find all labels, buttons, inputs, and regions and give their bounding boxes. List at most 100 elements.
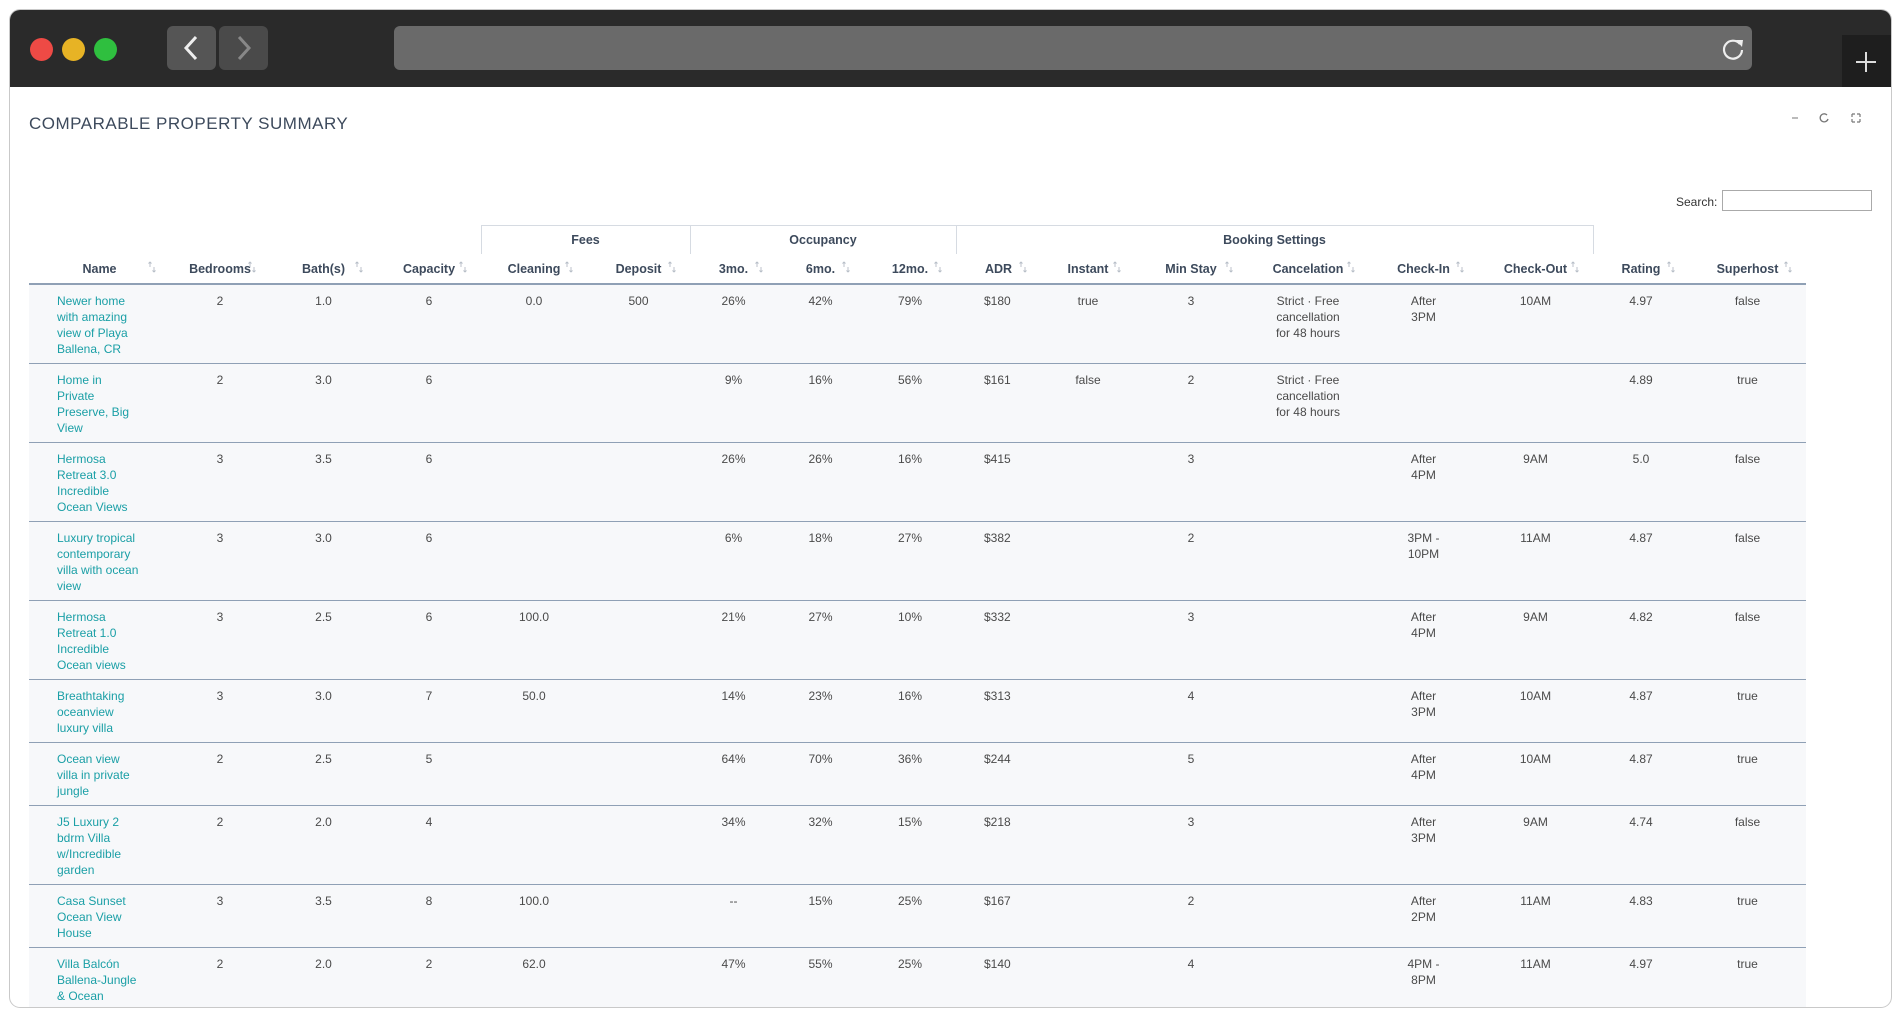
- table-cell: After 4PM: [1369, 442, 1478, 522]
- cell-text: true: [1737, 373, 1758, 387]
- property-link[interactable]: Villa Balcón Ballena-Jungle & Ocean View…: [57, 957, 137, 1007]
- table-cell: After 3PM: [1369, 679, 1478, 743]
- cell-text: After 3PM: [1410, 294, 1437, 324]
- column-header[interactable]: ADR: [956, 254, 1041, 285]
- sort-icon[interactable]: [934, 261, 942, 273]
- cell-text: 5.0: [1632, 452, 1650, 466]
- sort-icon[interactable]: [755, 261, 763, 273]
- cell-text: 3.0: [315, 531, 332, 545]
- table-cell: 23%: [777, 679, 864, 743]
- sort-icon[interactable]: [355, 261, 363, 273]
- cell-text: 4.89: [1629, 373, 1653, 387]
- table-cell: 62.0: [481, 947, 587, 1007]
- property-link[interactable]: Casa Sunset Ocean View House: [57, 894, 126, 940]
- address-bar[interactable]: [394, 26, 1752, 70]
- panel-controls: [1792, 113, 1861, 123]
- back-button[interactable]: [167, 26, 216, 70]
- table-cell: Breathtaking oceanview luxury villa: [29, 679, 170, 743]
- plus-icon: [1856, 52, 1876, 72]
- column-header[interactable]: 3mo.: [690, 254, 777, 285]
- column-header[interactable]: Cleaning: [481, 254, 587, 285]
- forward-button[interactable]: [219, 26, 268, 70]
- sort-icon[interactable]: [565, 261, 573, 273]
- column-header[interactable]: Bedrooms: [170, 254, 270, 285]
- table-cell: 5: [1135, 742, 1247, 806]
- table-cell: 4.97: [1593, 284, 1689, 364]
- property-link[interactable]: Hermosa Retreat 3.0 Incredible Ocean Vie…: [57, 452, 128, 514]
- sort-icon[interactable]: [842, 261, 850, 273]
- column-header[interactable]: Min Stay: [1135, 254, 1247, 285]
- table-cell: 15%: [864, 805, 956, 885]
- sort-icon[interactable]: [248, 261, 256, 273]
- table-cell: 3.5: [270, 884, 377, 948]
- column-header[interactable]: Rating: [1593, 254, 1689, 285]
- sort-icon[interactable]: [459, 261, 467, 273]
- table-cell: After 4PM: [1369, 742, 1478, 806]
- minimize-button[interactable]: [62, 38, 85, 61]
- column-header[interactable]: Instant: [1041, 254, 1135, 285]
- cell-text: $332: [984, 610, 1011, 624]
- cell-text: 2.5: [315, 752, 332, 766]
- sort-icon[interactable]: [1347, 261, 1355, 273]
- column-header[interactable]: Superhost: [1689, 254, 1806, 285]
- new-tab-button[interactable]: [1842, 35, 1891, 87]
- property-link[interactable]: Breathtaking oceanview luxury villa: [57, 689, 125, 735]
- sort-icon[interactable]: [1019, 261, 1027, 273]
- property-link[interactable]: Luxury tropical contemporary villa with …: [57, 531, 139, 593]
- table-cell: 2: [170, 947, 270, 1007]
- property-link[interactable]: Ocean view villa in private jungle: [57, 752, 130, 798]
- property-link[interactable]: J5 Luxury 2 bdrm Villa w/Incredible gard…: [57, 815, 122, 877]
- property-link[interactable]: Hermosa Retreat 1.0 Incredible Ocean vie…: [57, 610, 126, 672]
- column-header[interactable]: Check-In: [1369, 254, 1478, 285]
- sort-icon[interactable]: [1571, 261, 1579, 273]
- column-header[interactable]: 6mo.: [777, 254, 864, 285]
- cell-text: 2: [1187, 373, 1195, 387]
- property-link[interactable]: Home in Private Preserve, Big View: [57, 373, 130, 435]
- refresh-icon[interactable]: [1819, 113, 1829, 123]
- cell-text: 4: [1187, 689, 1195, 703]
- sort-icon[interactable]: [668, 261, 676, 273]
- sort-icon[interactable]: [1667, 261, 1675, 273]
- sort-icon[interactable]: [1784, 261, 1792, 273]
- column-header[interactable]: Deposit: [587, 254, 690, 285]
- table-cell: 4: [1135, 679, 1247, 743]
- sort-icon[interactable]: [148, 261, 156, 273]
- table-row: Luxury tropical contemporary villa with …: [29, 521, 1806, 601]
- cell-text: $167: [984, 894, 1011, 908]
- cell-text: 55%: [808, 957, 833, 971]
- table-cell: 3.5: [270, 442, 377, 522]
- table-cell: 3: [1135, 600, 1247, 680]
- reload-icon[interactable]: [1720, 36, 1746, 62]
- cell-text: 15%: [808, 894, 833, 908]
- column-header[interactable]: Bath(s): [270, 254, 377, 285]
- table-cell: Strict · Free cancellation for 48 hours: [1247, 284, 1369, 364]
- column-header[interactable]: 12mo.: [864, 254, 956, 285]
- maximize-button[interactable]: [94, 38, 117, 61]
- sort-icon[interactable]: [1113, 261, 1121, 273]
- column-header-label: Capacity: [402, 261, 456, 276]
- column-header[interactable]: Cancelation: [1247, 254, 1369, 285]
- cell-text: 27%: [897, 531, 923, 545]
- cell-text: true: [1737, 752, 1758, 766]
- table-cell: [481, 521, 587, 601]
- table-cell: [587, 947, 690, 1007]
- cell-text: 27%: [808, 610, 833, 624]
- search-input[interactable]: [1722, 190, 1872, 211]
- cell-text: 2: [216, 815, 224, 829]
- cell-text: 4: [1187, 957, 1195, 971]
- fullscreen-icon[interactable]: [1851, 113, 1861, 123]
- column-header[interactable]: Check-Out: [1478, 254, 1593, 285]
- column-header[interactable]: Capacity: [377, 254, 481, 285]
- cell-text: 50.0: [522, 689, 546, 703]
- column-header[interactable]: Name: [29, 254, 170, 285]
- sort-icon[interactable]: [1225, 261, 1233, 273]
- table-cell: 55%: [777, 947, 864, 1007]
- close-button[interactable]: [30, 38, 53, 61]
- cell-text: 3: [216, 531, 224, 545]
- column-header-label: Deposit: [615, 261, 662, 276]
- table-cell: false: [1689, 600, 1806, 680]
- forward-icon: [237, 35, 252, 61]
- sort-icon[interactable]: [1456, 261, 1464, 273]
- property-link[interactable]: Newer home with amazing view of Playa Ba…: [57, 294, 128, 356]
